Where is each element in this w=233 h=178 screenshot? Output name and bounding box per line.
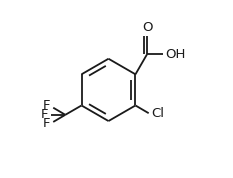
Text: F: F — [43, 117, 51, 130]
Text: Cl: Cl — [151, 107, 164, 121]
Text: F: F — [41, 108, 48, 121]
Text: F: F — [43, 99, 51, 112]
Text: OH: OH — [165, 48, 185, 61]
Text: O: O — [142, 21, 152, 34]
